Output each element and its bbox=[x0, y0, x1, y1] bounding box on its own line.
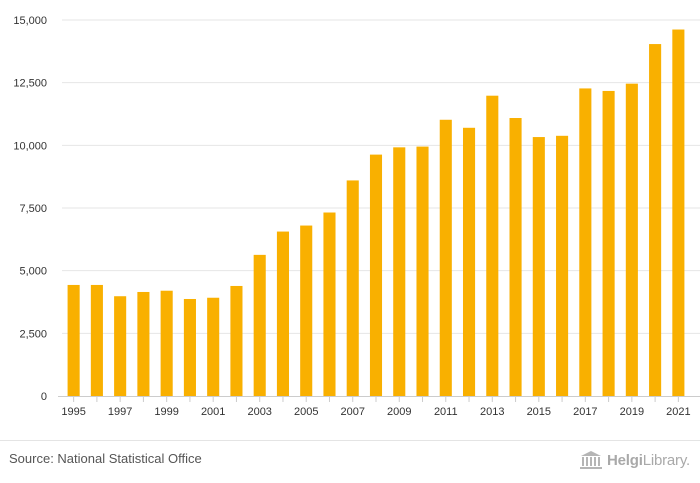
x-axis-ticks: 1995 1997 1999 2001 2003 2005 2007 2009 2011 2013… bbox=[61, 396, 691, 418]
y-tick-label: 5,000 bbox=[19, 266, 47, 278]
x-tick-label: 2021 bbox=[666, 406, 690, 418]
library-building-icon bbox=[580, 451, 602, 469]
bar-2019[interactable] bbox=[625, 83, 638, 397]
bar-2004[interactable] bbox=[276, 231, 290, 396]
bar-1999[interactable] bbox=[160, 290, 173, 396]
bar-2014[interactable] bbox=[509, 118, 522, 396]
bar-1996[interactable] bbox=[90, 284, 103, 396]
bar-2000[interactable] bbox=[183, 298, 196, 396]
bar-2010[interactable] bbox=[416, 146, 429, 396]
helgi-library-logo[interactable]: HelgiLibrary. bbox=[579, 448, 690, 472]
x-tick-label: 2011 bbox=[434, 406, 458, 418]
bar-2002[interactable] bbox=[230, 285, 243, 396]
x-tick-label: 1995 bbox=[61, 406, 85, 418]
x-tick-label: 2015 bbox=[527, 406, 551, 418]
bar-2021[interactable] bbox=[672, 29, 685, 397]
bar-2020[interactable] bbox=[649, 44, 662, 397]
y-tick-label: 2,500 bbox=[19, 328, 47, 340]
bar-2015[interactable] bbox=[532, 137, 545, 396]
bar-2013[interactable] bbox=[486, 95, 499, 396]
bar-2007[interactable] bbox=[346, 180, 359, 396]
x-tick-label: 1999 bbox=[154, 406, 178, 418]
x-tick-label: 2001 bbox=[201, 406, 225, 418]
logo-wordmark: HelgiLibrary. bbox=[607, 451, 690, 469]
y-tick-label: 10,000 bbox=[13, 140, 47, 152]
x-tick-label: 2019 bbox=[620, 406, 644, 418]
x-tick-label: 2007 bbox=[340, 406, 364, 418]
x-tick-label: 2017 bbox=[573, 406, 597, 418]
bar-2003[interactable] bbox=[253, 254, 266, 396]
y-tick-label: 0 bbox=[41, 391, 47, 403]
y-tick-label: 12,500 bbox=[13, 78, 47, 90]
footer-divider bbox=[0, 440, 700, 441]
bar-1997[interactable] bbox=[114, 296, 127, 396]
bar-2008[interactable] bbox=[369, 154, 383, 396]
bar-1995[interactable] bbox=[67, 284, 80, 396]
bar-2006[interactable] bbox=[323, 212, 336, 396]
y-tick-label: 15,000 bbox=[13, 15, 47, 27]
x-tick-label: 2003 bbox=[247, 406, 271, 418]
bar-1998[interactable] bbox=[137, 291, 150, 396]
bar-2017[interactable] bbox=[579, 88, 592, 397]
bar-2005[interactable] bbox=[300, 225, 313, 396]
bars bbox=[67, 29, 685, 397]
x-tick-label: 2009 bbox=[387, 406, 411, 418]
bar-2009[interactable] bbox=[393, 147, 406, 396]
bar-2012[interactable] bbox=[462, 127, 476, 396]
y-tick-label: 7,500 bbox=[19, 203, 47, 215]
bar-2016[interactable] bbox=[556, 135, 569, 396]
x-tick-label: 2013 bbox=[480, 406, 504, 418]
bar-2001[interactable] bbox=[207, 297, 220, 396]
x-tick-label: 2005 bbox=[294, 406, 318, 418]
source-note: Source: National Statistical Office bbox=[9, 451, 202, 466]
bar-2018[interactable] bbox=[602, 90, 615, 396]
bar-2011[interactable] bbox=[439, 119, 452, 397]
x-tick-label: 1997 bbox=[108, 406, 132, 418]
y-axis-ticks: 0 2,500 5,000 7,500 10,000 12,500 15,000 bbox=[13, 15, 47, 403]
